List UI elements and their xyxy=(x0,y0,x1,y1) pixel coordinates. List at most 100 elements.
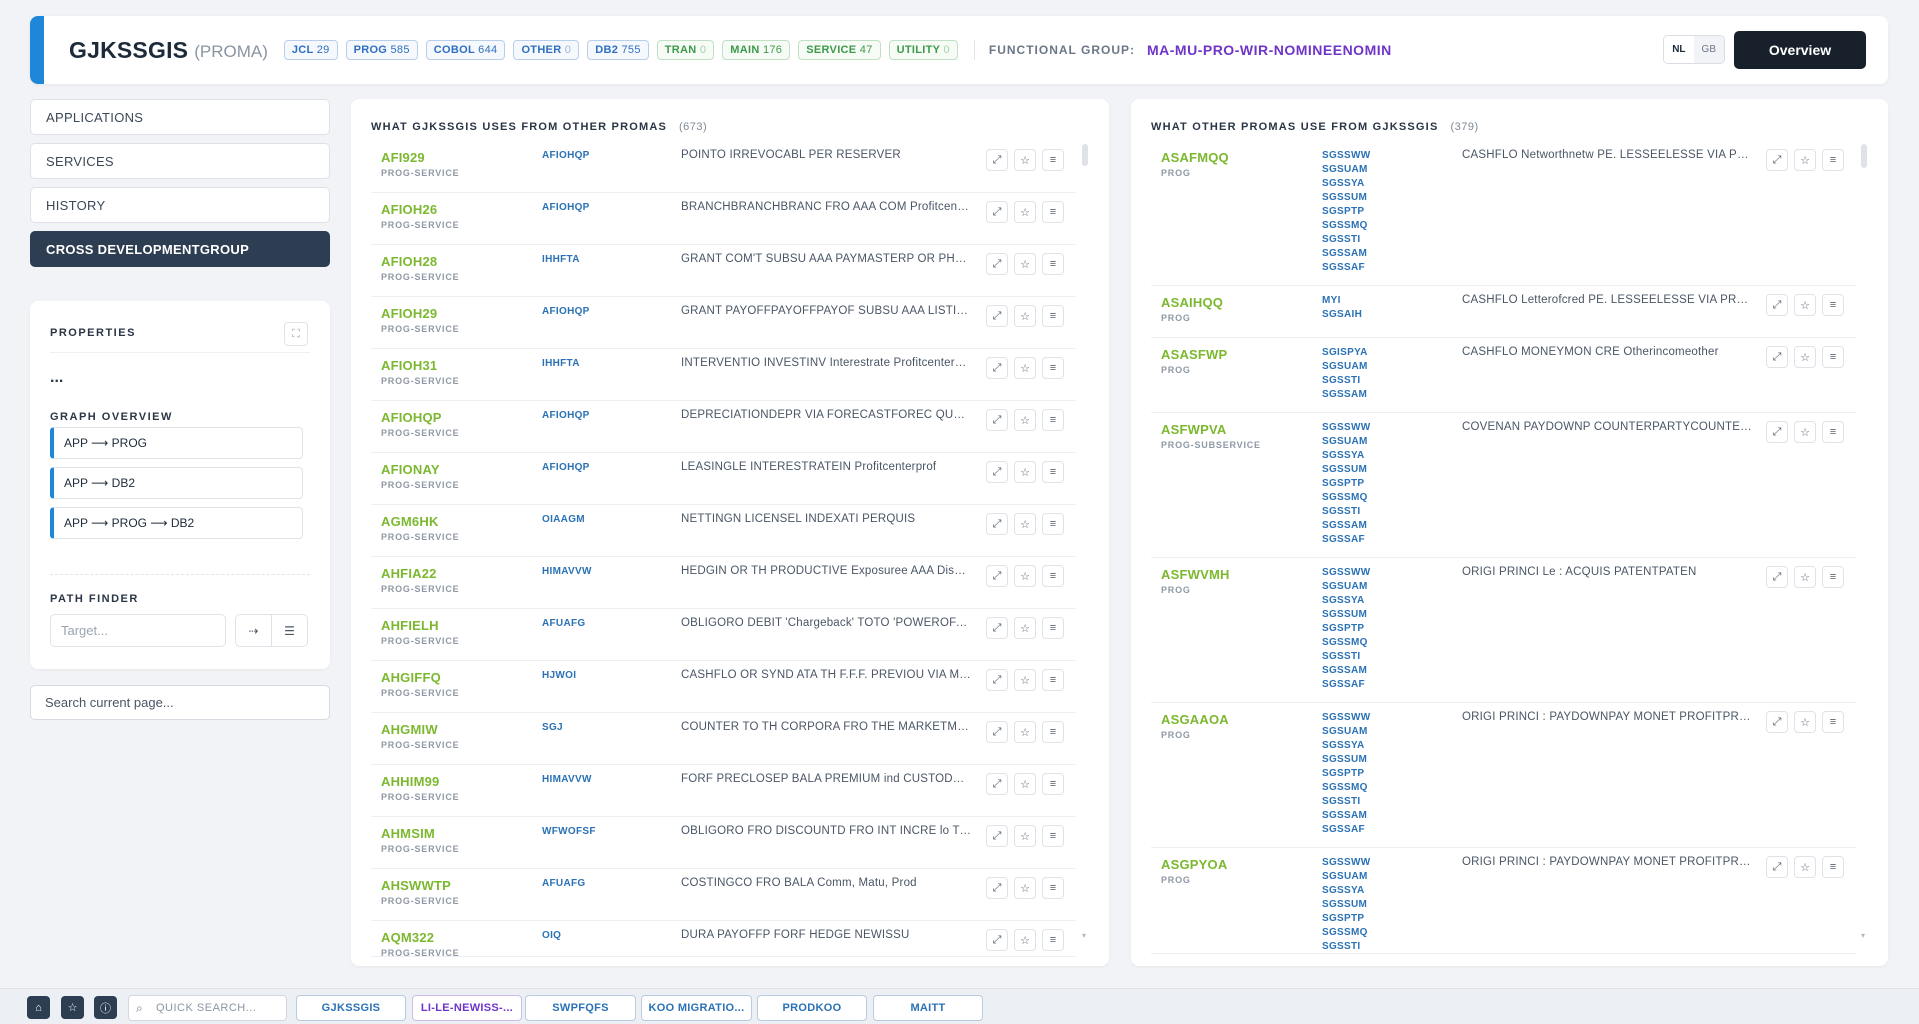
bottom-tab[interactable]: GJKSSGIS xyxy=(296,995,406,1021)
star-icon[interactable]: ☆ xyxy=(1014,825,1036,847)
module-link[interactable]: SGSPTP xyxy=(1322,206,1365,217)
item-module[interactable]: OIQ xyxy=(542,930,562,941)
star-icon[interactable]: ☆ xyxy=(1014,721,1036,743)
dotted-arrow-icon[interactable]: ⇢ xyxy=(248,623,259,638)
module-link[interactable]: SGSUAM xyxy=(1322,871,1368,882)
chip-other[interactable]: OTHER 0 xyxy=(513,40,580,60)
list-item[interactable]: ASGAAOA PROG SGSSWW SGSUAM SGSSYA SGSSUM SGSPT… xyxy=(1151,703,1856,848)
list-item[interactable]: AHFIELH PROG-SERVICE AFUAFG OBLIGORO DEBIT … xyxy=(371,609,1076,661)
chip-cobol[interactable]: COBOL 644 xyxy=(425,40,506,60)
item-name[interactable]: ASAIHQQ xyxy=(1161,295,1224,310)
chip-main[interactable]: MAIN 176 xyxy=(722,40,791,60)
graph-icon[interactable]: ⤢ xyxy=(1766,421,1788,443)
module-link[interactable]: SGSSAF xyxy=(1322,534,1365,545)
list-item[interactable]: AFIONAY PROG-SERVICE AFIOHQP LEASINGLE INTE… xyxy=(371,453,1076,505)
details-icon[interactable]: ≡ xyxy=(1042,669,1064,691)
expand-icon[interactable]: ⛶ xyxy=(284,322,308,346)
list-item[interactable]: AFI929 PROG-SERVICE AFIOHQP POINTO IRREVOCA… xyxy=(371,141,1076,193)
list-item[interactable]: AFIOH28 PROG-SERVICE IHHFTA GRANT COM'T SUB… xyxy=(371,245,1076,297)
module-link[interactable]: SGSSMQ xyxy=(1322,637,1368,648)
item-module[interactable]: HJWOI xyxy=(542,670,577,681)
module-link[interactable]: SGSPTP xyxy=(1322,623,1365,634)
details-icon[interactable]: ≡ xyxy=(1042,461,1064,483)
star-icon[interactable]: ☆ xyxy=(1014,305,1036,327)
details-icon[interactable]: ≡ xyxy=(1042,513,1064,535)
item-module[interactable]: AFIOHQP xyxy=(542,306,590,317)
chip-service[interactable]: SERVICE 47 xyxy=(798,40,881,60)
module-link[interactable]: SGSUAM xyxy=(1322,581,1368,592)
functional-group-value[interactable]: MA-MU-PRO-WIR-NOMINEENOMIN xyxy=(1146,42,1392,58)
graph-icon[interactable]: ⤢ xyxy=(986,357,1008,379)
item-name[interactable]: AFIOH29 xyxy=(381,306,438,321)
graph-icon[interactable]: ⤢ xyxy=(986,565,1008,587)
item-name[interactable]: AGM6HK xyxy=(381,514,439,529)
module-link[interactable]: SGSSAF xyxy=(1322,824,1365,835)
sidebar-item-services[interactable]: SERVICES xyxy=(30,143,330,179)
module-link[interactable]: SGSSAM xyxy=(1322,810,1368,821)
bottom-tab[interactable]: MAITT xyxy=(873,995,983,1021)
star-icon[interactable]: ☆ xyxy=(1014,669,1036,691)
item-name[interactable]: AHGIFFQ xyxy=(381,670,441,685)
home-icon[interactable]: ⌂ xyxy=(27,996,50,1019)
module-link[interactable]: SGSSUM xyxy=(1322,754,1368,765)
lang-nl-button[interactable]: NL xyxy=(1664,36,1694,63)
module-link[interactable]: SGSSWW xyxy=(1322,567,1371,578)
item-module[interactable]: AFIOHQP xyxy=(542,202,590,213)
module-link[interactable]: SGSSYA xyxy=(1322,740,1365,751)
item-module[interactable]: SGJ xyxy=(542,722,563,733)
item-module[interactable]: IHHFTA xyxy=(542,254,580,265)
star-icon[interactable]: ☆ xyxy=(61,996,84,1019)
star-icon[interactable]: ☆ xyxy=(1794,149,1816,171)
graph-icon[interactable]: ⤢ xyxy=(986,617,1008,639)
chip-db2[interactable]: DB2 755 xyxy=(587,40,649,60)
details-icon[interactable]: ≡ xyxy=(1042,773,1064,795)
graph-icon[interactable]: ⤢ xyxy=(986,669,1008,691)
module-link[interactable]: SGSSWW xyxy=(1322,150,1371,161)
star-icon[interactable]: ☆ xyxy=(1014,565,1036,587)
details-icon[interactable]: ≡ xyxy=(1042,201,1064,223)
item-name[interactable]: AHFIA22 xyxy=(381,566,437,581)
item-name[interactable]: AFI929 xyxy=(381,150,425,165)
item-name[interactable]: AFIOHQP xyxy=(381,410,442,425)
module-link[interactable]: SGSSTI xyxy=(1322,506,1361,517)
item-module[interactable]: AFIOHQP xyxy=(542,150,590,161)
details-icon[interactable]: ≡ xyxy=(1042,409,1064,431)
item-module[interactable]: IHHFTA xyxy=(542,358,580,369)
list-item[interactable]: AFIOHQP PROG-SERVICE AFIOHQP DEPRECIATIONDE… xyxy=(371,401,1076,453)
module-link[interactable]: SGSSWW xyxy=(1322,857,1371,868)
graph-icon[interactable]: ⤢ xyxy=(1766,149,1788,171)
graph-item-app-db2[interactable]: APP ⟶ DB2 xyxy=(50,467,303,499)
bottom-tab[interactable]: KOO MIGRATIO... xyxy=(641,995,752,1021)
chip-utility[interactable]: UTILITY 0 xyxy=(888,40,958,60)
module-link[interactable]: SGSSTI xyxy=(1322,796,1361,807)
item-name[interactable]: ASGAAOA xyxy=(1161,712,1229,727)
module-link[interactable]: SGSSTI xyxy=(1322,941,1361,952)
list-item[interactable]: AHFIA22 PROG-SERVICE HIMAVVW HEDGIN OR TH P… xyxy=(371,557,1076,609)
details-icon[interactable]: ≡ xyxy=(1042,149,1064,171)
bottom-tab[interactable]: LI-LE-NEWISS-... xyxy=(412,995,522,1021)
details-icon[interactable]: ≡ xyxy=(1822,711,1844,733)
item-module[interactable]: AFIOHQP xyxy=(542,410,590,421)
list-item[interactable]: AHGIFFQ PROG-SERVICE HJWOI CASHFLO OR SYND … xyxy=(371,661,1076,713)
graph-icon[interactable]: ⤢ xyxy=(986,721,1008,743)
list-item[interactable]: ASASFWP PROG SGISPYA SGSUAM SGSSTI SGSSAM CASH… xyxy=(1151,338,1856,413)
bottom-tab[interactable]: PRODKOO xyxy=(757,995,867,1021)
list-item[interactable]: AFIOH26 PROG-SERVICE AFIOHQP BRANCHBRANCHBR… xyxy=(371,193,1076,245)
star-icon[interactable]: ☆ xyxy=(1014,201,1036,223)
graph-icon[interactable]: ⤢ xyxy=(1766,346,1788,368)
chip-tran[interactable]: TRAN 0 xyxy=(656,40,715,60)
scroll-down-arrow-icon[interactable]: ▾ xyxy=(1861,931,1866,940)
list-item[interactable]: AFIOH31 PROG-SERVICE IHHFTA INTERVENTIO INV… xyxy=(371,349,1076,401)
star-icon[interactable]: ☆ xyxy=(1014,513,1036,535)
module-link[interactable]: SGSSWW xyxy=(1322,422,1371,433)
module-link[interactable]: SGSSMQ xyxy=(1322,220,1368,231)
star-icon[interactable]: ☆ xyxy=(1014,617,1036,639)
scroll-down-arrow-icon[interactable]: ▾ xyxy=(1082,931,1087,940)
star-icon[interactable]: ☆ xyxy=(1794,294,1816,316)
module-link[interactable]: SGSSAM xyxy=(1322,665,1368,676)
star-icon[interactable]: ☆ xyxy=(1014,149,1036,171)
item-name[interactable]: AQM322 xyxy=(381,930,435,945)
graph-icon[interactable]: ⤢ xyxy=(1766,856,1788,878)
module-link[interactable]: SGSSUM xyxy=(1322,192,1368,203)
list-item[interactable]: ASFWPVA PROG-SUBSERVICE SGSSWW SGSUAM SGSSYA… xyxy=(1151,413,1856,558)
